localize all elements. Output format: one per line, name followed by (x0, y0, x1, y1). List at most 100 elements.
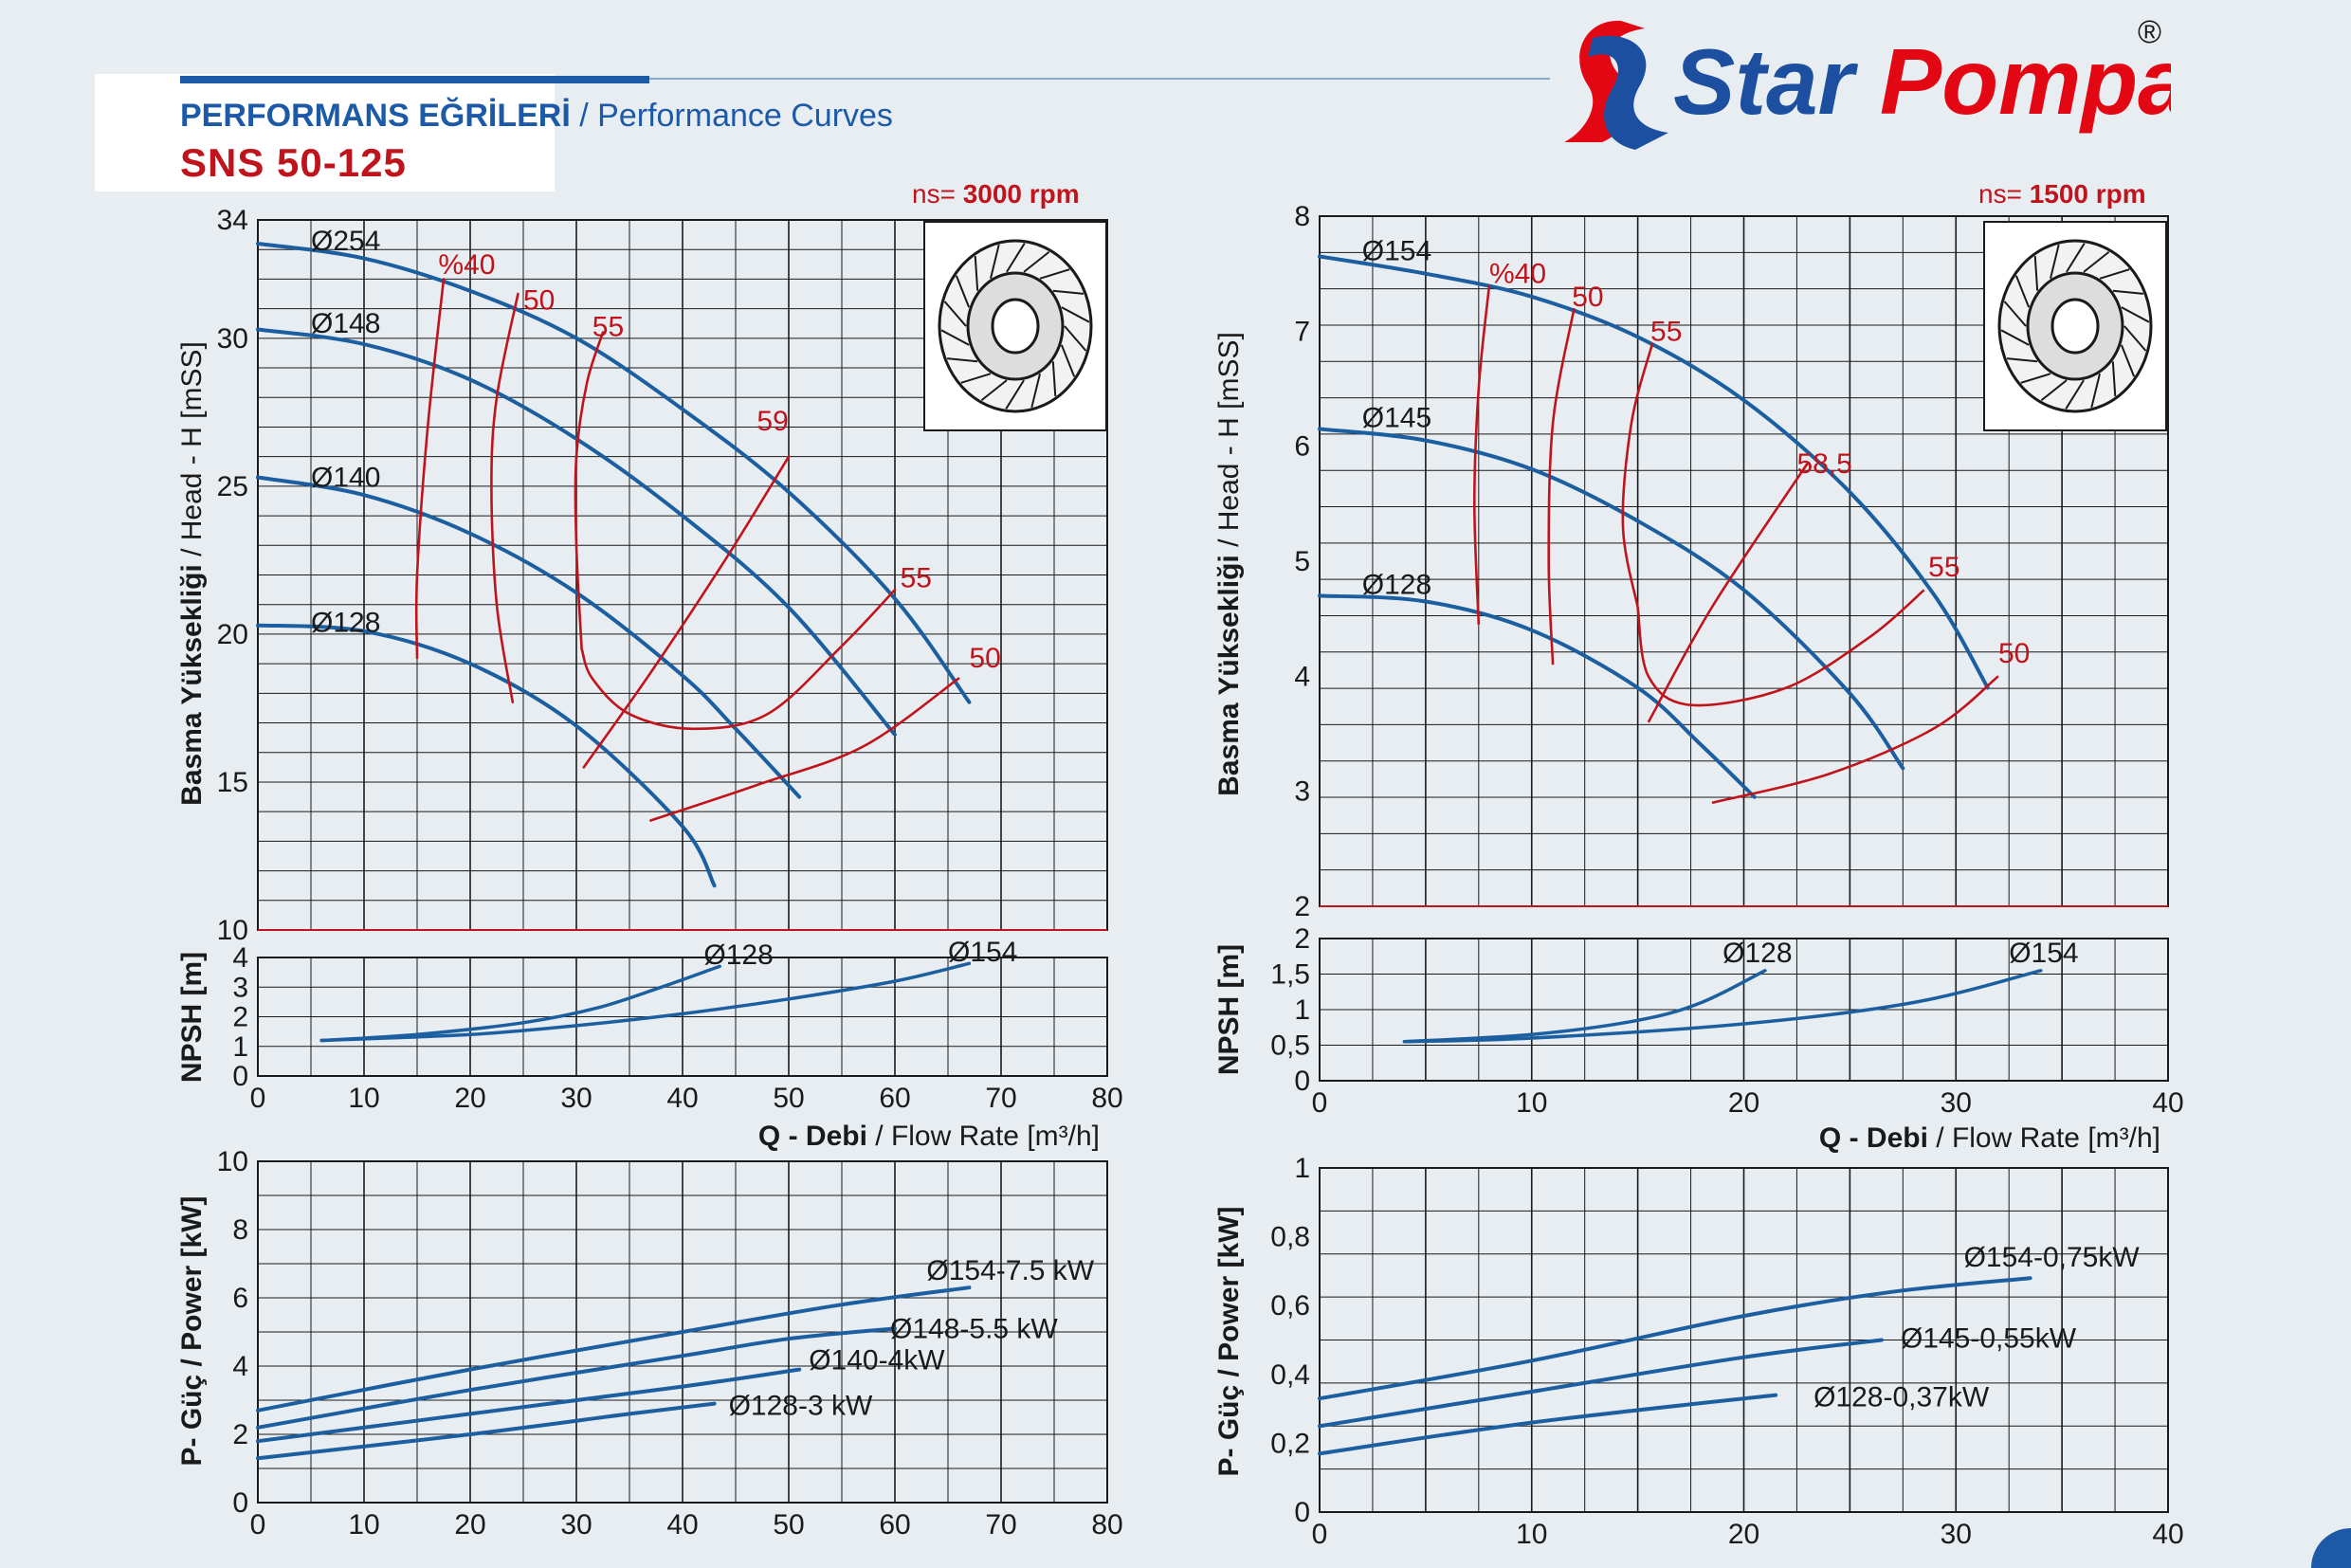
power-3000-xtick: 60 (879, 1509, 910, 1541)
power-1500-ylabel: P- Güç / Power [kW] (1213, 1206, 1245, 1476)
power-3000-ytick: 10 (217, 1146, 248, 1177)
impeller-1500-icon-vane (2020, 373, 2051, 384)
head-1500-ytick-2: 2 (1294, 891, 1310, 922)
power-3000-ytick: 6 (232, 1283, 248, 1314)
impeller-3000-icon-vane (1005, 379, 1025, 410)
power-3000-series-1 (256, 1326, 897, 1430)
power-3000-series-label: Ø154-7.5 kW (926, 1255, 1094, 1286)
npsh-1500-ytick: 1,5 (1270, 959, 1310, 991)
npsh-3000-xtick: 80 (1091, 1083, 1122, 1114)
head-1500-series-1 (1318, 427, 1905, 771)
head-3000-ytick: 20 (217, 619, 248, 650)
npsh-3000-ytick: 3 (232, 972, 248, 1003)
power-3000-xtick: 80 (1091, 1509, 1122, 1541)
model-name: SNS 50-125 (180, 140, 407, 185)
npsh-3000-xtick: 70 (985, 1083, 1016, 1114)
head-1500-label: 55 (1650, 316, 1682, 347)
head-1500-label: 55 (1928, 552, 1959, 583)
speed-right: ns= 1500 rpm (1978, 179, 2146, 209)
head-1500-series-2 (1318, 593, 1757, 799)
speed-left: ns= 3000 rpm (912, 179, 1080, 209)
power-1500-xtick: 20 (1728, 1519, 1759, 1550)
head-3000-efficiency-4 (582, 455, 791, 769)
power-1500-series-0 (1318, 1276, 2032, 1401)
power-3000-series-label: Ø128-3 kW (729, 1391, 873, 1422)
npsh-3000-xtick: 50 (773, 1083, 804, 1114)
head-1500-efficiency-2 (1621, 342, 1654, 608)
head-3000-label: Ø148 (311, 308, 380, 339)
impeller-1500-icon-vane (2121, 306, 2150, 323)
power-1500-series-label: Ø128-0,37kW (1813, 1382, 1990, 1413)
head-3000-ytick: 15 (217, 767, 248, 798)
head-3000-series-1 (256, 327, 897, 737)
impeller-3000-icon-vane (955, 275, 971, 308)
head-1500-efficiency-4 (1647, 463, 1809, 723)
npsh-1500-xtick: 10 (1516, 1087, 1547, 1119)
npsh-3000-xtick: 0 (250, 1083, 266, 1114)
head-1500-ytick: 8 (1294, 201, 1310, 232)
power-1500-series-1 (1318, 1338, 1884, 1429)
head-3000-ytick: 25 (217, 471, 248, 502)
npsh-1500-ylabel-bold: NPSH [m] (1213, 944, 1245, 1075)
npsh-1500-label: Ø154 (2009, 938, 2078, 969)
npsh-3000-xtick: 10 (348, 1083, 379, 1114)
power-1500-xtick: 0 (1312, 1519, 1328, 1550)
npsh-3000-label: Ø154 (948, 937, 1017, 968)
head-3000-label: Ø140 (311, 463, 380, 494)
impeller-1500-icon-vane (2033, 255, 2039, 291)
impeller-1500-icon (1983, 221, 2167, 431)
impeller-3000-icon-vane (1023, 250, 1050, 273)
npsh-3000-xtick: 40 (666, 1083, 698, 1114)
power-3000-xtick: 10 (348, 1509, 379, 1541)
head-1500-series-0 (1318, 254, 1990, 690)
head-3000-ytick: 34 (217, 205, 248, 236)
power-3000-xtick: 40 (666, 1509, 698, 1541)
impeller-3000-icon-vane (1051, 361, 1057, 397)
head-3000-label: Ø254 (311, 226, 380, 257)
impeller-1500-icon-vane (2003, 301, 2027, 327)
head-1500-ytick: 7 (1294, 316, 1310, 347)
power-3000-ytick: 8 (232, 1214, 248, 1246)
npsh-3000-ylabel-bold: NPSH [m] (176, 952, 208, 1083)
header-box (95, 74, 555, 191)
head-3000-efficiency-3 (580, 588, 897, 731)
header-rule (649, 78, 1550, 80)
impeller-3000-icon-vane (960, 373, 992, 384)
npsh-3000-label: Ø128 (703, 939, 773, 971)
head-1500-ytick: 4 (1294, 661, 1310, 692)
npsh-3000-grid (257, 957, 1108, 1077)
head-1500-label: 58,5 (1796, 448, 1851, 480)
impeller-3000-icon-vane (1061, 306, 1090, 323)
power-1500-series-label: Ø154-0,75kW (1964, 1242, 2141, 1273)
power-1500-ytick: 0 (1294, 1497, 1310, 1528)
power-3000-series-3 (256, 1401, 717, 1461)
xlabel-1500: Q - Debi / Flow Rate [m³/h] (1819, 1122, 2160, 1154)
head-1500-ytick: 6 (1294, 431, 1310, 463)
impeller-1500-icon-bore (2050, 298, 2100, 355)
xlabel-1500-bold: Q - Debi (1819, 1122, 1928, 1154)
npsh-1500-grid (1319, 938, 2169, 1082)
head-3000-ylabel-bold: Basma Yüksekliği (176, 564, 208, 806)
impeller-3000-icon-vane (1064, 325, 1087, 352)
head-3000-label: 50 (969, 643, 1000, 674)
impeller-3000-icon-vane (1030, 373, 1041, 409)
head-3000-label: 55 (901, 563, 932, 594)
power-1500-series-2 (1318, 1393, 1778, 1456)
power-3000-series-label: Ø148-5.5 kW (890, 1313, 1058, 1344)
head-1500-ylabel-rest: / Head - H [mSS] (1213, 332, 1245, 555)
impeller-1500-icon-vane (2007, 357, 2038, 363)
head-1500-label: Ø128 (1362, 569, 1431, 600)
head-3000-ylabel: Basma Yüksekliği / Head - H [mSS] (176, 341, 208, 806)
power-3000-series-label: Ø140-4kW (809, 1345, 945, 1377)
npsh-1500-xtick: 20 (1728, 1087, 1759, 1119)
head-3000-ylabel-rest: / Head - H [mSS] (176, 341, 208, 564)
impeller-1500-icon-vane (2066, 243, 2086, 273)
power-1500-xtick: 10 (1516, 1519, 1547, 1550)
logo-mark-icon (1564, 20, 1668, 150)
head-1500-ytick: 5 (1294, 546, 1310, 577)
power-1500-grid (1319, 1167, 2169, 1513)
logo-brand-text: Star Pompa (1673, 29, 2171, 134)
npsh-3000-ytick: 2 (232, 1002, 248, 1033)
power-3000-series-0 (256, 1285, 972, 1413)
